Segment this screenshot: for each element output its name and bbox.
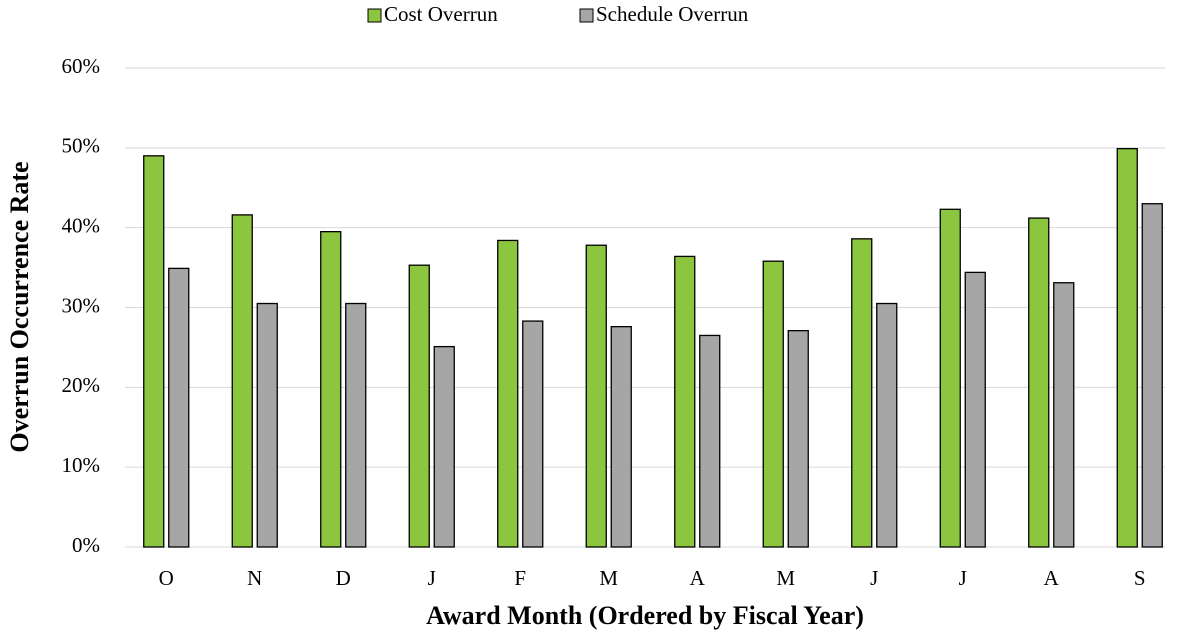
bar <box>522 320 544 548</box>
y-tick-label: 50% <box>62 134 101 158</box>
bar <box>1141 203 1163 548</box>
y-tick-label: 10% <box>62 453 101 477</box>
x-tick-label: M <box>599 566 618 590</box>
legend-label: Schedule Overrun <box>596 2 749 26</box>
bar <box>876 302 898 548</box>
y-tick-label: 0% <box>72 533 100 557</box>
x-axis-title: Award Month (Ordered by Fiscal Year) <box>426 601 864 630</box>
bar <box>231 214 253 548</box>
y-axis-title: Overrun Occurrence Rate <box>5 161 34 452</box>
legend-label: Cost Overrun <box>384 2 498 26</box>
bar <box>168 267 190 548</box>
legend-swatch <box>579 8 594 23</box>
bar <box>610 326 632 548</box>
bar <box>497 239 519 548</box>
bar <box>674 255 696 548</box>
y-tick-label: 20% <box>62 373 101 397</box>
bar <box>256 302 278 548</box>
x-tick-label: N <box>247 566 262 590</box>
bar <box>787 330 809 548</box>
y-tick-label: 60% <box>62 54 101 78</box>
x-tick-label: F <box>514 566 526 590</box>
bar <box>1053 282 1075 548</box>
bar <box>143 155 165 548</box>
x-tick-label: O <box>159 566 174 590</box>
x-tick-label: J <box>959 566 967 590</box>
bar <box>762 260 784 548</box>
x-tick-label: A <box>1044 566 1060 590</box>
bar <box>699 334 721 548</box>
x-tick-label: S <box>1134 566 1146 590</box>
y-tick-label: 30% <box>62 293 101 317</box>
x-tick-label: M <box>776 566 795 590</box>
bar <box>433 345 455 548</box>
x-tick-label: D <box>336 566 351 590</box>
bar <box>851 238 873 548</box>
x-tick-label: A <box>690 566 706 590</box>
bar <box>320 231 342 548</box>
bar <box>345 302 367 548</box>
y-tick-label: 40% <box>62 213 101 237</box>
bar <box>1116 147 1138 548</box>
bar <box>585 244 607 548</box>
bar <box>408 264 430 548</box>
bar <box>939 208 961 548</box>
x-tick-label: J <box>428 566 436 590</box>
legend-swatch <box>367 8 382 23</box>
bar <box>1028 217 1050 548</box>
bar <box>964 271 986 548</box>
x-tick-label: J <box>870 566 878 590</box>
